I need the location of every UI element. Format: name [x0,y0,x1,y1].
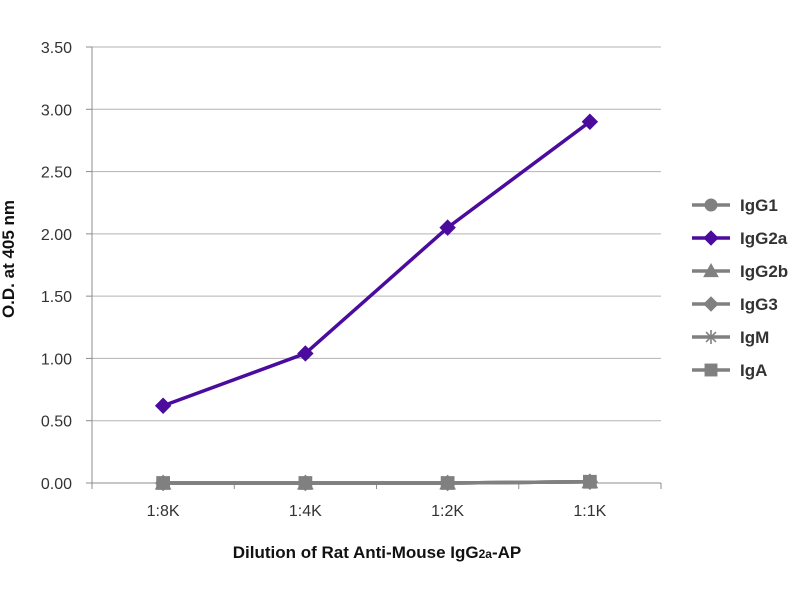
legend-label: IgG1 [740,196,778,215]
y-tick-label: 3.00 [41,102,72,119]
data-point [156,476,170,490]
data-point [581,113,599,130]
data-point [583,474,597,489]
series-igg2a [154,113,599,414]
y-tick-label: 3.50 [41,40,72,57]
x-tick-label: 1:1K [573,503,606,520]
y-tick-label: 0.00 [41,476,72,493]
legend-entry-iga: IgA [692,361,767,380]
x-tick-label: 1:8K [147,503,180,520]
legend-label: IgA [740,361,767,380]
series-iga [156,474,597,490]
legend-marker [704,363,718,377]
legend-entry-igg2b: IgG2b [692,262,788,281]
legend-entry-igg1: IgG1 [692,196,778,215]
y-tick-label: 2.00 [41,227,72,244]
legend-label: IgG2a [740,229,788,248]
x-axis-title: Dilution of Rat Anti-Mouse IgG2a-AP [233,543,521,562]
legend-label: IgG2b [740,262,788,281]
legend: IgG1 IgG2a IgG2b IgG3 IgM IgA [692,196,788,380]
legend-marker [704,330,718,344]
legend-entry-igg2a: IgG2a [692,229,788,248]
x-tick-label: 1:2K [431,503,464,520]
legend-marker [704,198,718,212]
legend-label: IgG3 [740,295,778,314]
y-tick-label: 2.50 [41,165,72,182]
data-point [439,219,456,236]
data-point [440,476,455,490]
legend-entry-igm: IgM [692,328,769,347]
axes: 0.00 0.50 1.00 1.50 2.00 2.50 3.00 3.50 1:8K 1:4K… [41,40,662,520]
data-point [297,345,314,362]
series-line [163,480,590,485]
legend-entry-igg3: IgG3 [692,295,778,314]
gridlines [92,46,661,422]
legend-marker [703,296,719,312]
data-point [298,476,313,490]
series-lines [154,113,599,492]
y-tick-label: 1.00 [41,351,72,368]
legend-marker [703,262,719,278]
x-tick-label: 1:4K [289,503,322,520]
series-line [162,120,591,408]
y-tick-label: 0.50 [41,414,72,431]
legend-marker [703,230,719,246]
y-tick-label: 1.50 [41,289,72,306]
data-point [154,397,172,414]
legend-label: IgM [740,328,769,347]
y-axis-title: O.D. at 405 nm [0,200,18,318]
